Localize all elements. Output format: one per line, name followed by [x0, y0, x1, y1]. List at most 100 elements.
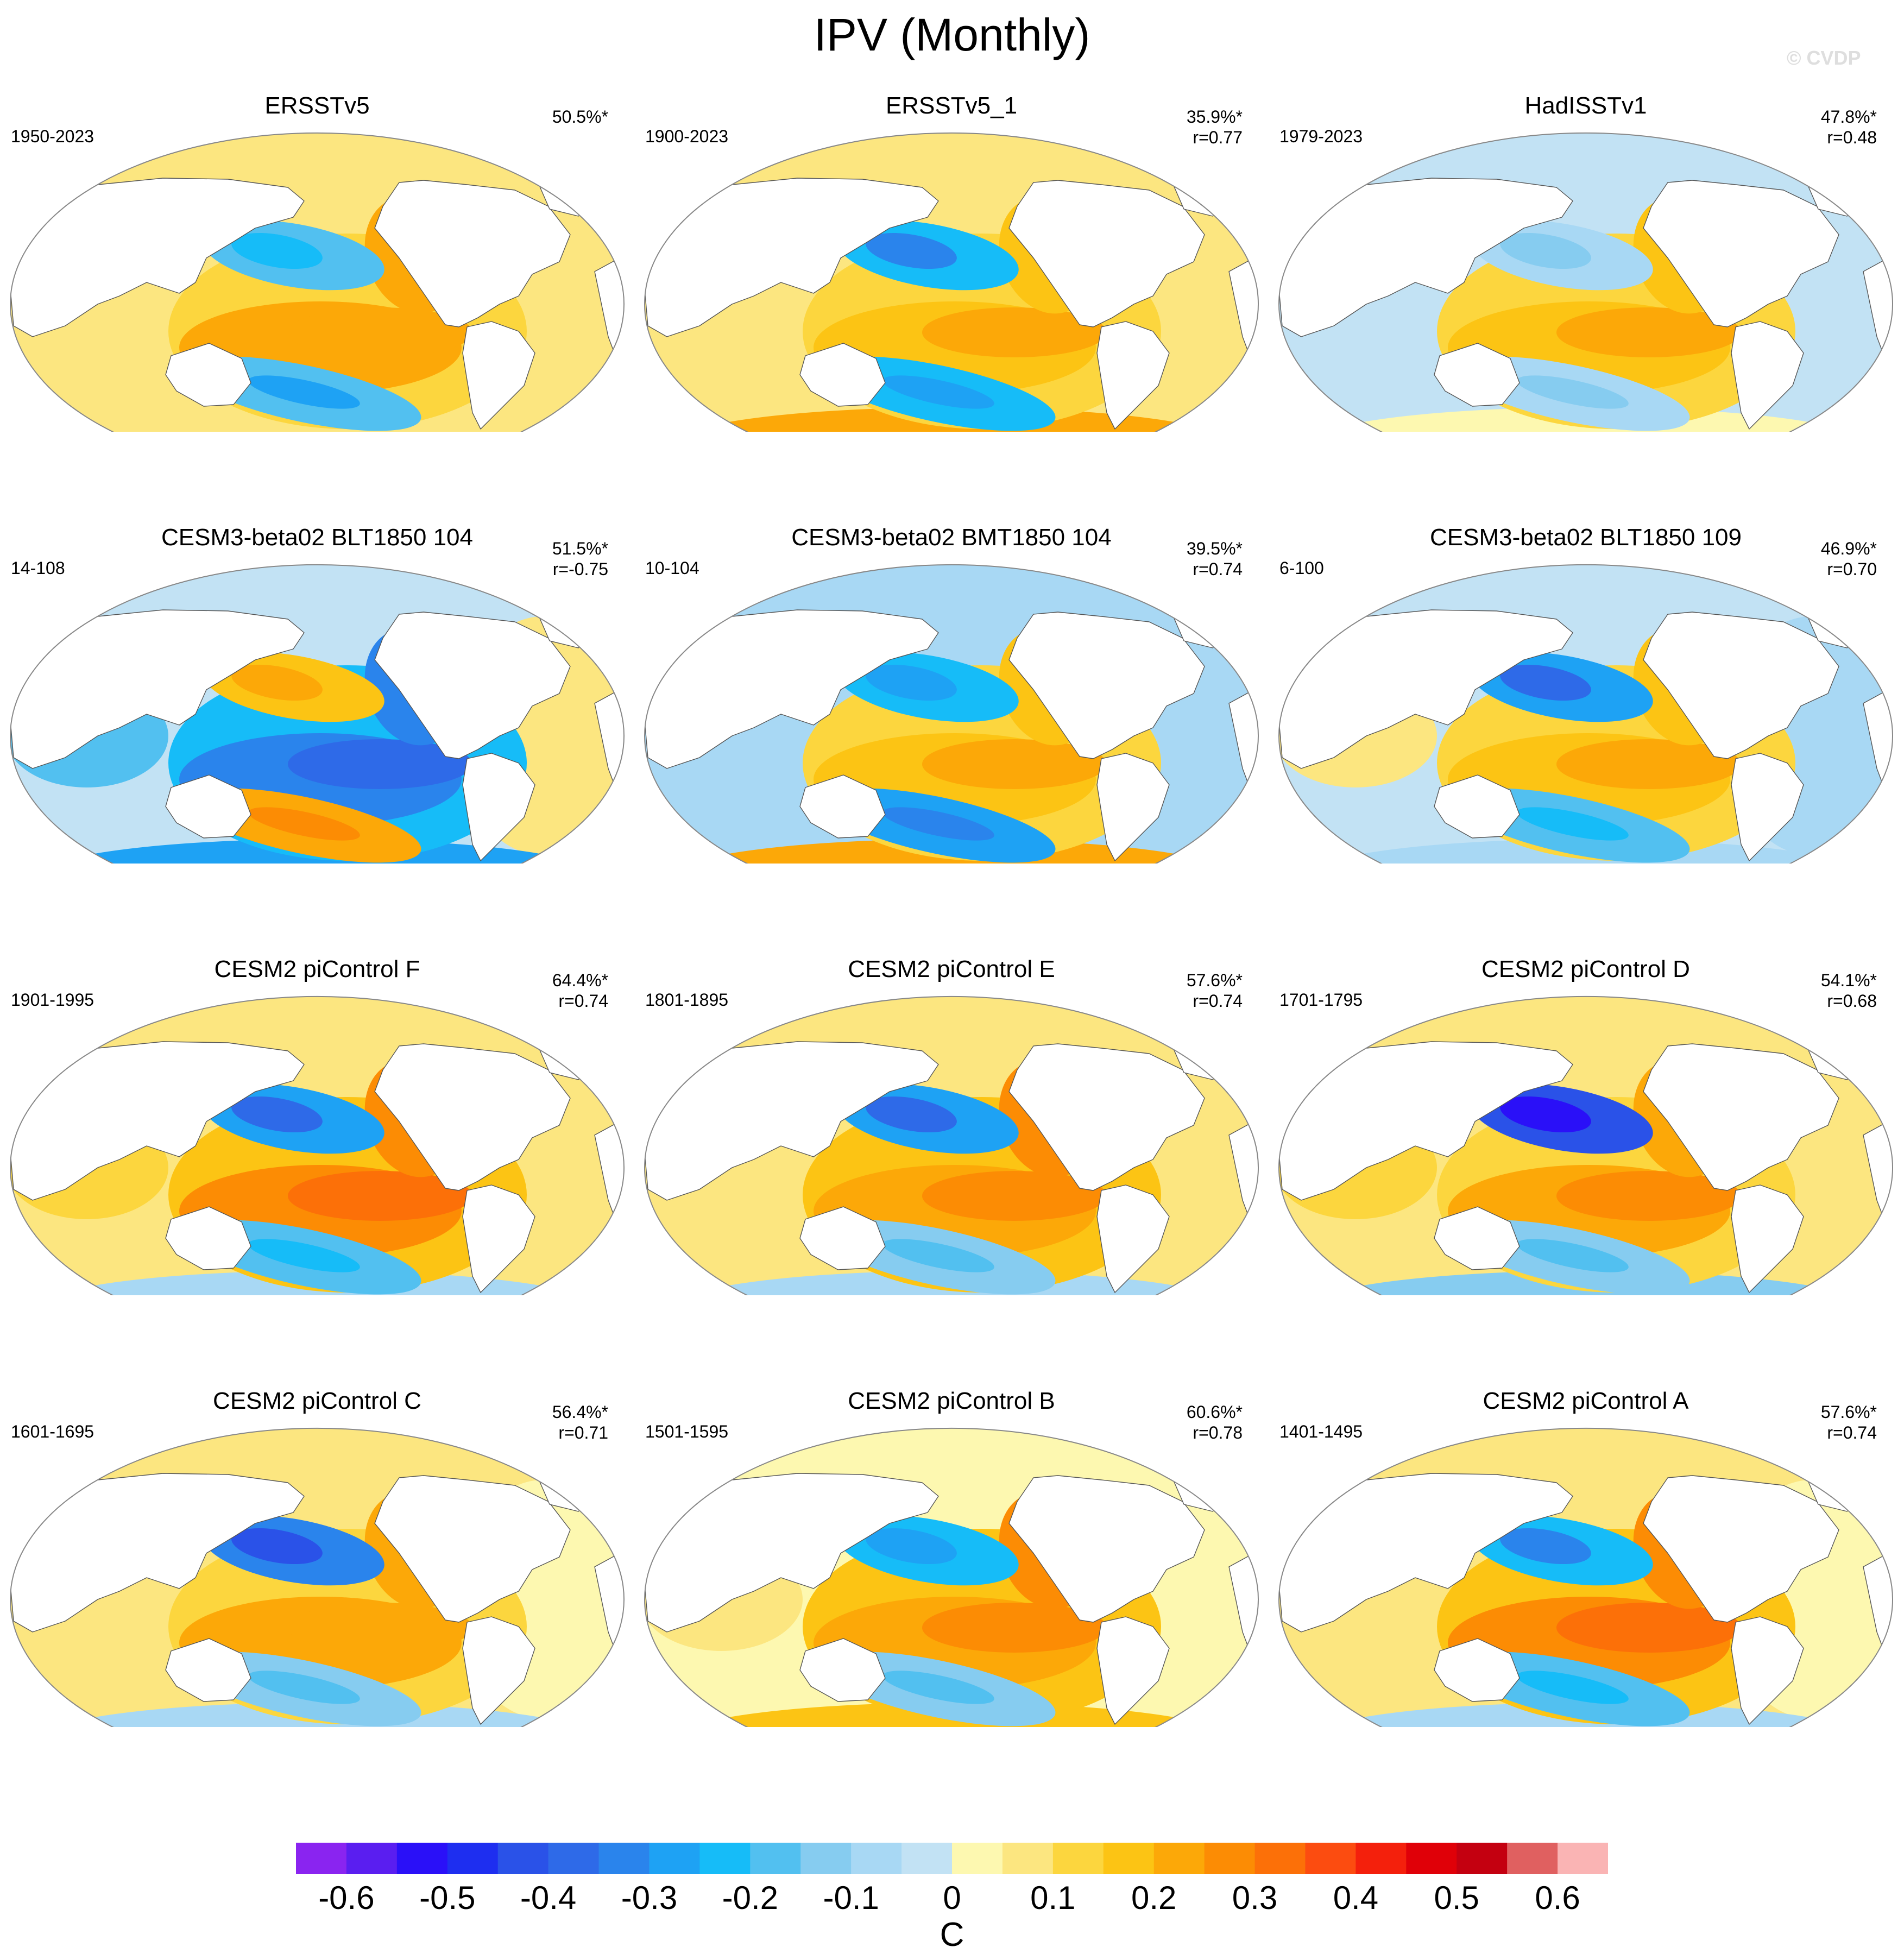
colorbar-swatch [800, 1843, 852, 1874]
continent-australia [1434, 774, 1520, 839]
southern-ocean-anomaly [35, 407, 600, 432]
map-border [644, 133, 1259, 432]
south-pacific-core-anomaly [1517, 1671, 1629, 1704]
eastern-pacific-core-anomaly [288, 1171, 472, 1221]
colorbar-swatch [1254, 1843, 1306, 1874]
colorbar-swatch [1558, 1843, 1608, 1874]
continent-north-america [374, 612, 571, 759]
eastern-pacific-core-anomaly [1556, 739, 1741, 789]
colorbar-tick-label: 0.5 [1434, 1880, 1479, 1913]
watermark: © CVDP [1787, 47, 1861, 69]
map-border [644, 1428, 1259, 1727]
map-canvas [644, 564, 1259, 864]
continent-africa [594, 1550, 624, 1676]
south-pacific-core-anomaly [882, 1671, 994, 1704]
continent-australia [165, 774, 251, 839]
map-border [644, 996, 1259, 1295]
continent-australia [799, 1206, 886, 1270]
pattern-correlation: r=0.74 [1193, 559, 1243, 579]
year-range: 1401-1495 [1279, 1422, 1363, 1441]
colorbar-tick-label: -0.4 [520, 1880, 576, 1913]
colorbar-swatch [296, 1843, 347, 1874]
continent-north-america [374, 1475, 571, 1623]
north-pacific-core-anomaly [866, 232, 957, 269]
panel-title: CESM3-beta02 BLT1850 109 [1430, 524, 1742, 551]
colorbar-swatch [699, 1843, 751, 1874]
colorbar-swatch [1103, 1843, 1155, 1874]
continent-africa [1863, 1118, 1893, 1244]
southern-ocean-anomaly [669, 1703, 1234, 1727]
continent-north-america [1008, 1043, 1205, 1191]
continent-south-america [462, 753, 535, 861]
variance-percent: 57.6%* [1820, 1402, 1877, 1422]
figure-title: IPV (Monthly) [814, 9, 1090, 60]
year-range: 10-104 [645, 558, 699, 578]
map-panel: ERSSTv5_1 1900-2023 35.9%* r=0.77 [634, 0, 1269, 432]
continent-eurasia [644, 1041, 939, 1201]
colorbar-swatch [1507, 1843, 1558, 1874]
continent-australia [1434, 343, 1520, 407]
sst-field [10, 996, 624, 1295]
map-panel: CESM2 piControl D 1701-1795 54.1%* r=0.68 [1269, 864, 1903, 1295]
map-border [9, 996, 625, 1295]
panel-title: ERSSTv5_1 [885, 92, 1018, 119]
colorbar-swatch [447, 1843, 499, 1874]
sst-field [1278, 133, 1893, 432]
map-border [9, 564, 625, 864]
colorbar-swatch [750, 1843, 801, 1874]
sst-field [644, 564, 1258, 864]
north-pacific-core-anomaly [1500, 664, 1591, 701]
variance-percent: 35.9%* [1186, 107, 1243, 127]
north-pacific-core-anomaly [231, 1528, 323, 1565]
continent-eurasia [10, 1473, 305, 1633]
map-panel: CESM3-beta02 BLT1850 109 6-100 46.9%* r=0.7… [1269, 432, 1903, 864]
south-pacific-core-anomaly [248, 1671, 360, 1704]
continent-eurasia [10, 178, 305, 337]
colorbar-swatch [1153, 1843, 1205, 1874]
map-canvas [1278, 996, 1894, 1295]
north-pacific-core-anomaly [866, 1096, 957, 1133]
continent-north-america [1008, 612, 1205, 759]
continent-south-america [1096, 321, 1170, 430]
continent-north-america [374, 180, 571, 327]
continent-africa [1228, 255, 1258, 381]
continent-north-america [1643, 612, 1839, 759]
year-range: 14-108 [11, 558, 65, 578]
map-panel: CESM2 piControl F 1901-1995 64.4%* r=0.74 [0, 864, 634, 1295]
south-pacific-core-anomaly [248, 375, 360, 409]
eastern-pacific-core-anomaly [288, 1603, 472, 1653]
panel-title: CESM2 piControl C [213, 1388, 421, 1414]
pattern-correlation: r=0.71 [558, 1423, 608, 1442]
sst-field [644, 133, 1258, 432]
colorbar-swatch [346, 1843, 398, 1874]
southern-ocean-anomaly [669, 407, 1234, 432]
panel-title: CESM2 piControl D [1481, 956, 1690, 982]
continent-south-america [1731, 753, 1804, 861]
map-panel: CESM2 piControl E 1801-1895 57.6%* r=0.74 [634, 864, 1269, 1295]
map-canvas [1278, 1428, 1894, 1727]
south-pacific-core-anomaly [248, 807, 360, 841]
continent-australia [165, 1206, 251, 1270]
sst-field [644, 1428, 1258, 1727]
year-range: 1901-1995 [11, 990, 94, 1010]
continent-eurasia [1278, 178, 1573, 337]
colorbar-swatch [1305, 1843, 1356, 1874]
continent-south-america [1731, 1616, 1804, 1725]
map-panel: CESM2 piControl C 1601-1695 56.4%* r=0.71 [0, 1295, 634, 1727]
colorbar-swatch [598, 1843, 650, 1874]
map-canvas [9, 564, 625, 864]
continent-africa [1228, 1118, 1258, 1244]
panel-title: CESM2 piControl A [1483, 1388, 1689, 1414]
pattern-correlation: r=0.68 [1827, 991, 1877, 1011]
eastern-pacific-core-anomaly [288, 739, 472, 789]
south-pacific-core-anomaly [1517, 375, 1629, 409]
colorbar-tick-label: 0.6 [1535, 1880, 1580, 1913]
continent-south-america [1096, 753, 1170, 861]
colorbar-swatch [1204, 1843, 1256, 1874]
continent-africa [594, 1118, 624, 1244]
continent-africa [1863, 1550, 1893, 1676]
continent-africa [594, 686, 624, 812]
continent-south-america [462, 1184, 535, 1293]
variance-percent: 50.5%* [552, 107, 608, 127]
